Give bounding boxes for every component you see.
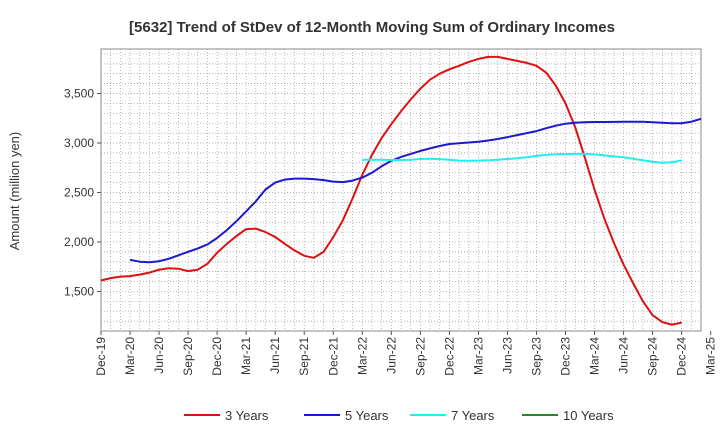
legend-label: 5 Years	[345, 408, 389, 423]
y-tick-label: 2,000	[64, 235, 94, 249]
x-tick-label: Mar-20	[123, 337, 137, 375]
x-tick-label: Jun-22	[384, 337, 398, 374]
y-axis-ticks: 1,500 2,000 2,500 3,000 3,500	[64, 87, 101, 298]
x-tick-label: Dec-24	[675, 337, 689, 376]
series-line-3-years	[100, 55, 682, 326]
x-tick-label: Sep-24	[646, 337, 660, 376]
x-tick-label: Sep-21	[297, 337, 311, 376]
x-tick-label: Dec-21	[326, 337, 340, 376]
legend-label: 7 Years	[451, 408, 495, 423]
legend-label: 10 Years	[563, 408, 614, 423]
series-line-5-years	[129, 117, 702, 264]
x-tick-label: Mar-24	[588, 337, 602, 375]
series-layer	[100, 55, 702, 326]
plot-frame	[100, 48, 702, 332]
x-tick-label: Mar-25	[704, 337, 718, 375]
x-tick-label: Jun-24	[617, 337, 631, 374]
legend-label: 3 Years	[225, 408, 269, 423]
x-tick-label: Mar-21	[239, 337, 253, 375]
x-tick-label: Jun-20	[152, 337, 166, 374]
x-tick-label: Dec-19	[94, 337, 108, 376]
x-tick-label: Dec-20	[210, 337, 224, 376]
x-tick-label: Sep-23	[529, 337, 543, 376]
x-tick-label: Mar-22	[355, 337, 369, 375]
x-tick-label: Dec-23	[559, 337, 573, 376]
x-tick-label: Dec-22	[442, 337, 456, 376]
y-tick-label: 2,500	[64, 185, 94, 199]
x-tick-label: Mar-23	[471, 337, 485, 375]
x-tick-label: Sep-20	[181, 337, 195, 376]
x-tick-label: Jun-21	[268, 337, 282, 374]
y-axis-label: Amount (million yen)	[7, 132, 22, 251]
series-line-7-years	[362, 152, 682, 164]
x-tick-label: Jun-23	[500, 337, 514, 374]
chart-title: [5632] Trend of StDev of 12-Month Moving…	[129, 19, 615, 36]
y-tick-label: 3,500	[64, 87, 94, 101]
y-tick-label: 1,500	[64, 284, 94, 298]
legend: 3 Years 5 Years 7 Years 10 Years	[184, 408, 614, 423]
y-tick-label: 3,000	[64, 136, 94, 150]
grid-layer	[101, 49, 701, 331]
x-axis-ticks: Dec-19 Mar-20 Jun-20 Sep-20 Dec-20 Mar-21 Jun-…	[94, 331, 718, 376]
x-tick-label: Sep-22	[413, 337, 427, 376]
